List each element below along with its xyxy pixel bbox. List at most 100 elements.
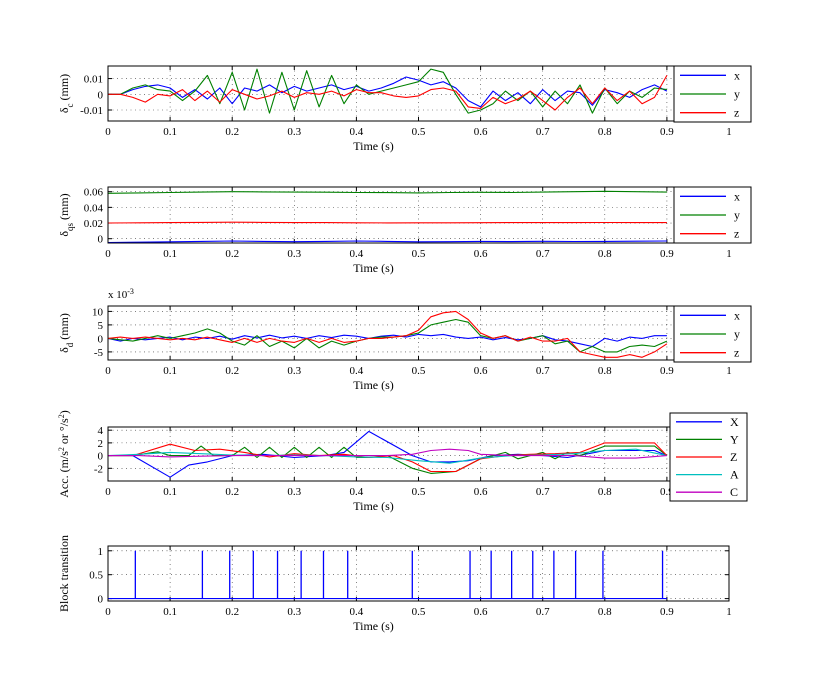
y-exponent-label: x 10-3	[108, 287, 134, 302]
y-tick-label: 0	[98, 333, 104, 345]
y-axis-label: Block transition	[57, 535, 71, 612]
y-tick-label: -5	[94, 347, 104, 359]
series-line-C	[108, 448, 667, 459]
x-tick-label: 0.7	[536, 126, 550, 138]
plot-area	[108, 430, 668, 478]
x-tick-label: 0.4	[350, 365, 364, 377]
y-tick-label: -2	[94, 463, 103, 475]
plot-area	[108, 68, 668, 114]
y-tick-label: 0.02	[84, 218, 103, 230]
x-tick-label: 0.3	[287, 126, 301, 138]
x-tick-label: 0.3	[287, 365, 301, 377]
series-line-x	[108, 240, 667, 243]
y-tick-label: 0	[98, 234, 104, 246]
x-tick-label: 0.3	[287, 248, 301, 260]
x-tick-label: 0.1	[163, 486, 177, 498]
series-line-z	[108, 310, 668, 358]
x-axis-label: Time (s)	[353, 378, 394, 392]
legend-label: X	[730, 415, 739, 429]
x-tick-label: 0.6	[474, 365, 488, 377]
plot-area	[108, 310, 668, 358]
x-tick-label: 0.3	[287, 606, 301, 618]
legend: xyz	[673, 186, 752, 244]
x-tick-label: 0.4	[350, 606, 364, 618]
x-tick-label: 1	[726, 606, 732, 618]
y-tick-label: 0	[98, 89, 104, 101]
x-tick-label: 1	[726, 126, 732, 138]
x-tick-label: 0.7	[536, 486, 550, 498]
subplot-3: 0 0.1 0.2 0.3 0.4 0.5 0.6 0.7 0.8 0.9 1-50510Time …	[57, 287, 752, 392]
x-tick-label: 0.7	[536, 248, 550, 260]
x-tick-label: 0.8	[598, 248, 612, 260]
x-tick-label: 0.9	[660, 126, 674, 138]
subplot-2: 0 0.1 0.2 0.3 0.4 0.5 0.6 0.7 0.8 0.9 1 0 0.02 0.04 0.…	[57, 186, 752, 275]
series-line-y	[108, 68, 667, 114]
legend-label: C	[730, 485, 738, 499]
legend-label: x	[734, 308, 740, 322]
series-line-X	[108, 430, 668, 478]
x-tick-label: 0.4	[350, 248, 364, 260]
x-tick-label: 0	[105, 606, 111, 618]
x-tick-label: 0.2	[225, 248, 239, 260]
x-tick-label: 0.7	[536, 606, 550, 618]
legend-label: z	[734, 346, 739, 360]
x-axis-label: Time (s)	[353, 261, 394, 275]
y-axis-label: δd (mm)	[57, 313, 75, 353]
y-tick-label: 0.01	[84, 74, 103, 86]
x-tick-label: 0.2	[225, 365, 239, 377]
legend-label: y	[734, 327, 740, 341]
x-tick-label: 0.5	[412, 606, 426, 618]
legend-label: Y	[730, 432, 739, 446]
y-axis-label: δqs (mm)	[57, 193, 75, 236]
y-tick-label: 2	[98, 438, 104, 450]
x-tick-label: 0.2	[225, 486, 239, 498]
legend-label: Z	[730, 450, 737, 464]
y-tick-label: 10	[92, 306, 104, 318]
x-axis-label: Time (s)	[353, 619, 394, 633]
series-line-z	[108, 221, 667, 224]
x-tick-label: 0.8	[598, 486, 612, 498]
legend-label: y	[734, 87, 740, 101]
x-tick-label: 0.6	[474, 126, 488, 138]
y-tick-label: 0.04	[84, 202, 104, 214]
x-tick-label: 0.5	[412, 248, 426, 260]
x-tick-label: 0.8	[598, 126, 612, 138]
x-tick-label: 0.6	[474, 248, 488, 260]
legend-label: A	[730, 468, 739, 482]
legend-label: x	[734, 189, 740, 203]
x-tick-label: 0.5	[412, 365, 426, 377]
series-line-Y	[108, 445, 668, 474]
y-tick-label: 5	[98, 320, 104, 332]
x-tick-label: 0.4	[350, 486, 364, 498]
subplot-5: 0 0.1 0.2 0.3 0.4 0.5 0.6 0.7 0.8 0.9 1 0 0.5 1 Time (…	[57, 535, 732, 633]
legend-label: z	[734, 106, 739, 120]
legend: xyz	[673, 65, 752, 123]
series-line-x	[108, 333, 667, 348]
legend-label: z	[734, 227, 739, 241]
y-tick-label: 4	[98, 425, 104, 437]
x-tick-label: 0.7	[536, 365, 550, 377]
x-axis-label: Time (s)	[353, 139, 394, 153]
x-tick-label: 0	[105, 365, 111, 377]
x-tick-label: 0.9	[660, 248, 674, 260]
series-line-y	[108, 190, 667, 194]
legend-label: x	[734, 68, 740, 82]
x-tick-label: 0.9	[660, 606, 674, 618]
legend-label: y	[734, 208, 740, 222]
x-tick-label: 0.1	[163, 126, 177, 138]
series-line-x	[108, 76, 668, 108]
x-axis-label: Time (s)	[353, 499, 394, 513]
x-tick-label: 0.1	[163, 606, 177, 618]
x-tick-label: 0.4	[350, 126, 364, 138]
subplot-1: 0 0.1 0.2 0.3 0.4 0.5 0.6 0.7 0.8 0.9 1-0.0100.01T…	[57, 65, 752, 153]
series-line-A	[108, 448, 668, 464]
y-tick-label: 0	[98, 451, 104, 463]
x-tick-label: 1	[726, 248, 732, 260]
y-tick-label: -0.01	[80, 105, 103, 117]
axes-frame	[107, 545, 730, 602]
x-tick-label: 0.2	[225, 606, 239, 618]
x-tick-label: 1	[726, 365, 732, 377]
